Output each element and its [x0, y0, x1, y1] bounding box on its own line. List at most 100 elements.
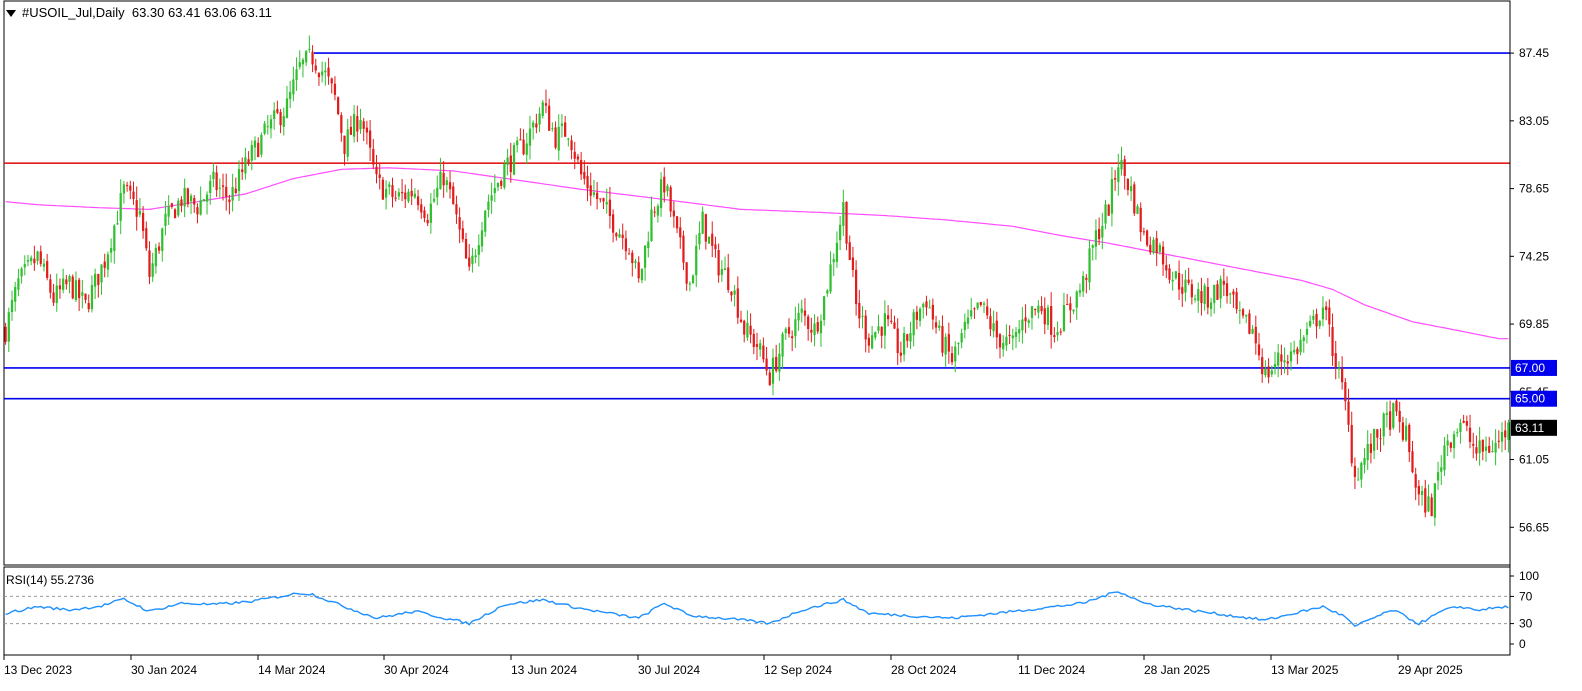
candle	[493, 174, 496, 203]
candle	[1465, 415, 1468, 432]
candle-body	[1241, 309, 1245, 316]
candle-body	[193, 197, 196, 205]
candle-body	[1072, 309, 1075, 312]
candle	[170, 202, 173, 209]
candle-body	[1155, 238, 1158, 254]
candle	[1472, 432, 1475, 459]
candle-body	[1139, 207, 1142, 233]
candle-body	[170, 203, 173, 207]
candle	[420, 198, 423, 219]
candle	[71, 274, 74, 300]
candle	[1309, 315, 1312, 328]
menu-triangle-icon[interactable]	[6, 10, 16, 18]
candle	[116, 210, 119, 225]
level-tag-2-bg	[1511, 359, 1557, 376]
candle	[950, 346, 954, 366]
candle	[461, 220, 464, 243]
candle	[436, 175, 439, 206]
candle-body	[931, 304, 934, 320]
candle-body	[682, 235, 685, 263]
candle-body	[132, 191, 135, 199]
candle-body	[1481, 439, 1484, 452]
candle	[49, 274, 52, 299]
candle	[4, 322, 7, 345]
candle	[1312, 309, 1315, 325]
candle-body	[455, 204, 458, 215]
candle-body	[436, 187, 439, 198]
candle	[890, 308, 893, 325]
candle-body	[1145, 230, 1149, 246]
candle	[1414, 467, 1417, 501]
candle-body	[1372, 429, 1376, 451]
candle	[250, 140, 253, 171]
rsi-label: RSI(14) 55.2736	[6, 573, 95, 587]
candle	[861, 306, 864, 329]
candle	[311, 45, 314, 73]
candle-body	[196, 207, 199, 215]
candle-body	[567, 138, 570, 140]
candle	[640, 268, 644, 284]
candle-body	[551, 128, 554, 130]
candle	[643, 245, 647, 281]
candle-body	[167, 205, 170, 217]
candle-body	[1136, 206, 1139, 214]
candle-body	[231, 187, 234, 201]
candle	[231, 173, 234, 212]
candle-body	[343, 135, 346, 154]
candle-body	[474, 255, 477, 258]
candle-body	[1388, 411, 1392, 430]
candle	[1219, 275, 1222, 309]
candle	[794, 306, 797, 349]
candle	[1404, 418, 1408, 442]
candle	[832, 253, 835, 276]
level-tag-2: 67.00	[1515, 361, 1545, 375]
candle	[704, 213, 707, 250]
candle	[691, 274, 695, 284]
candle-body	[295, 69, 298, 80]
candle-body	[842, 202, 845, 226]
candle	[388, 181, 391, 195]
candle-body	[599, 198, 602, 200]
candle-body	[1238, 310, 1241, 312]
candle	[1366, 430, 1369, 470]
candle-body	[864, 315, 867, 340]
candle	[1302, 334, 1305, 353]
candle-body	[1465, 421, 1468, 426]
candle-body	[1264, 368, 1267, 376]
candle	[541, 99, 544, 119]
candle-body	[615, 233, 618, 237]
candle-body	[602, 198, 605, 202]
candle-body	[922, 303, 925, 308]
candle	[925, 295, 928, 316]
candle	[1059, 328, 1062, 336]
candle-body	[1347, 401, 1350, 425]
candle-body	[173, 209, 177, 219]
candle	[1484, 436, 1488, 462]
candle	[1363, 448, 1366, 474]
candle-body	[1497, 440, 1500, 442]
candle	[400, 178, 404, 202]
candle	[135, 186, 138, 231]
candle	[516, 136, 519, 153]
candle-body	[186, 188, 189, 205]
candle	[445, 176, 448, 193]
candle	[423, 206, 426, 223]
candle	[1411, 440, 1414, 474]
candle-body	[807, 316, 810, 329]
candle-body	[963, 321, 966, 331]
y-tick-label: 74.25	[1519, 249, 1549, 263]
candle	[1177, 260, 1181, 300]
candle	[1446, 434, 1449, 457]
candle-body	[1305, 328, 1309, 335]
candle-body	[886, 315, 890, 320]
candle	[189, 193, 193, 215]
candle-body	[420, 204, 423, 213]
candle-body	[960, 333, 963, 343]
candle-body	[26, 260, 30, 262]
candle-body	[221, 185, 225, 187]
candle	[880, 326, 883, 349]
candle	[1420, 485, 1424, 506]
candle-body	[954, 346, 957, 362]
candle	[378, 163, 381, 190]
candle	[1107, 203, 1110, 216]
